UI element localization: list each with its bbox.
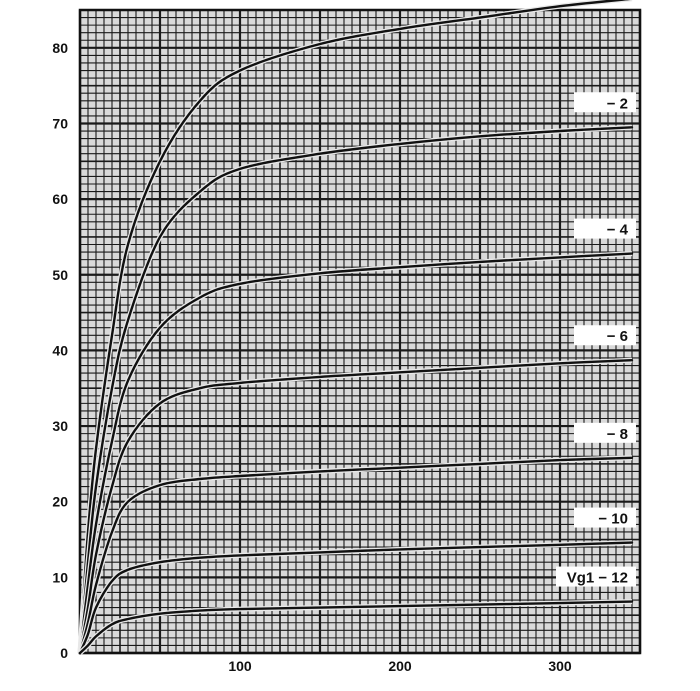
series-6-label: Vg1 − 12 [567, 570, 628, 587]
x-tick-label: 200 [388, 658, 412, 674]
y-tick-label: 60 [52, 191, 68, 207]
y-tick-label: 0 [60, 645, 68, 661]
series-5-label: − 10 [598, 511, 628, 528]
series-4-label: − 8 [607, 426, 628, 443]
series-6-label-box [556, 566, 636, 587]
grid [78, 8, 642, 655]
curve-labels: − 2 − 4 − 6 − 8 − 10 Vg1 − 12 [556, 92, 636, 587]
series-1-label-box [574, 92, 636, 113]
tick-labels: 0 10 20 30 40 50 60 70 80 100 200 300 [52, 40, 571, 674]
curves [77, 0, 634, 655]
series-4-label-box [574, 422, 636, 443]
series-4-line [78, 456, 634, 655]
y-tick-label: 40 [52, 342, 68, 358]
series-2-label: − 4 [607, 222, 629, 239]
y-tick-label: 30 [52, 418, 68, 434]
series-5-line [78, 541, 634, 655]
y-tick-label: 80 [52, 40, 68, 56]
series-3-label: − 6 [607, 328, 628, 345]
series-5-label-box [574, 507, 636, 528]
series-1-label: − 2 [607, 95, 628, 112]
y-tick-label: 50 [52, 267, 68, 283]
series-3-label-box [574, 325, 636, 346]
series-3-line [78, 359, 634, 655]
x-tick-label: 100 [228, 658, 252, 674]
plot-frame [78, 8, 642, 655]
series-6-line [78, 600, 634, 655]
y-tick-label: 70 [52, 115, 68, 131]
y-tick-label: 20 [52, 494, 68, 510]
series-0-line [78, 0, 632, 655]
y-tick-label: 10 [52, 569, 68, 585]
series-2-line [78, 252, 634, 655]
series-2-label-box [574, 218, 636, 239]
x-tick-label: 300 [548, 658, 572, 674]
series-1-line [78, 126, 634, 655]
